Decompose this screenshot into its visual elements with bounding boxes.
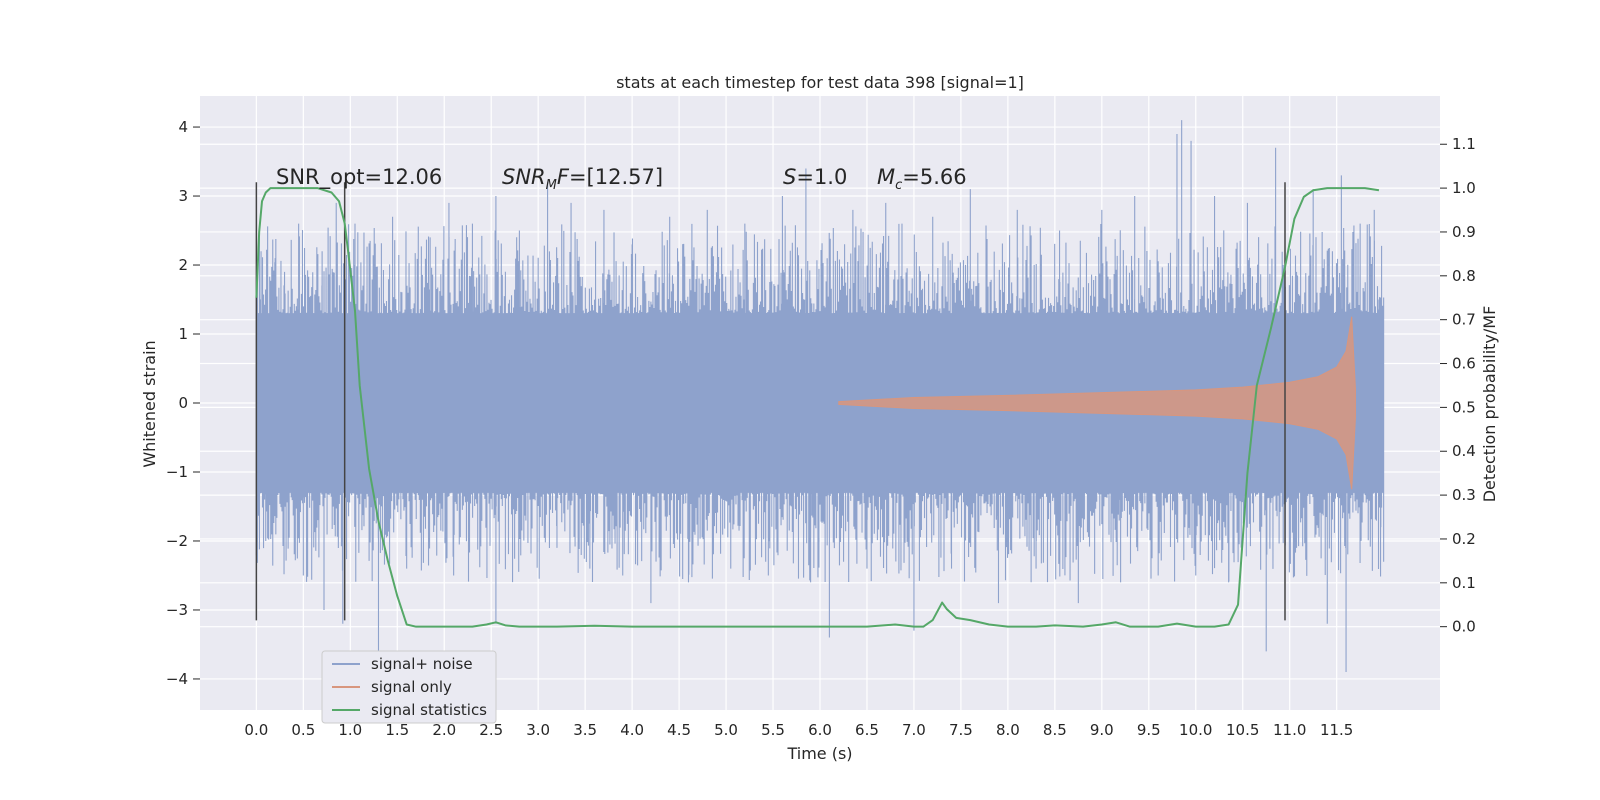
signal-envelope [838,316,1356,490]
vertical-markers [255,182,1286,621]
y-tick-label: −1 [166,463,188,481]
series-signal-statistics [255,187,1380,628]
y-right-axis-label: Detection probability/MF [1480,306,1499,503]
x-tick-label: 2.5 [479,721,503,739]
x-tick-label: 5.0 [714,721,738,739]
x-tick-label: 3.5 [573,721,597,739]
y-right-tick-label: 0.6 [1452,355,1476,373]
x-tick-label: 4.5 [667,721,691,739]
y-tick-label: −3 [166,601,188,619]
x-tick-label: 5.5 [761,721,785,739]
x-axis-label: Time (s) [786,744,852,763]
y-tick-label: −4 [166,670,188,688]
y-tick-label: 3 [178,187,188,205]
x-tick-label: 11.5 [1320,721,1353,739]
y-tick-label: 2 [178,256,188,274]
y-right-tick-label: 0.8 [1452,267,1476,285]
x-tick-label: 3.0 [526,721,550,739]
legend: signal+ noise signal only signal statist… [321,650,497,724]
legend-label-signal-noise: signal+ noise [371,655,473,673]
chart-title: stats at each timestep for test data 398… [616,73,1024,92]
y-right-tick-label: 0.1 [1452,574,1476,592]
x-tick-label: 9.5 [1137,721,1161,739]
annotations: SNR_opt=12.06 SNRMF=[12.57] S=1.0 Mc=5.6… [276,165,967,193]
legend-label-signal-statistics: signal statistics [371,701,487,719]
legend-box [321,650,497,724]
x-tick-label: 0.0 [244,721,268,739]
x-tick-label: 10.5 [1226,721,1259,739]
y-right-tick-label: 0.2 [1452,530,1476,548]
x-tick-label: 6.0 [808,721,832,739]
annotation-mc: Mc=5.66 [877,165,967,193]
x-tick-label: 8.5 [1043,721,1067,739]
y-right-tick-label: 0.9 [1452,223,1476,241]
series-signal-only [838,316,1356,490]
y-right-tick-label: 0.7 [1452,311,1476,329]
x-tick-label: 2.0 [432,721,456,739]
y-right-tick-label: 0.0 [1452,618,1476,636]
x-tick-label: 0.5 [291,721,315,739]
annotation-s: S=1.0 [783,165,847,189]
x-tick-label: 4.0 [620,721,644,739]
statistics-line [255,187,1380,628]
y-right-tick-label: 1.1 [1452,135,1476,153]
y-tick-label: 4 [178,118,188,136]
x-tick-label: 6.5 [855,721,879,739]
x-tick-label: 7.0 [902,721,926,739]
legend-label-signal-only: signal only [371,678,452,696]
x-tick-label: 8.0 [996,721,1020,739]
y-axis-label: Whitened strain [140,340,159,467]
y-right-tick-label: 0.5 [1452,398,1476,416]
x-tick-label: 9.0 [1090,721,1114,739]
y-right-axis-ticks: 1.1 1.0 0.9 0.8 0.7 0.6 0.5 0.4 0.3 0.2 0.1 0.0 [1440,135,1476,636]
y-right-tick-label: 1.0 [1452,179,1476,197]
x-tick-label: 11.0 [1273,721,1306,739]
x-tick-label: 1.5 [385,721,409,739]
y-right-tick-label: 0.4 [1452,442,1476,460]
y-axis-ticks: 4 3 2 1 0 −1 −2 −3 −4 [166,118,200,688]
y-right-tick-label: 0.3 [1452,486,1476,504]
annotation-snr-opt: SNR_opt=12.06 [276,165,442,190]
x-tick-label: 1.0 [338,721,362,739]
y-tick-label: −2 [166,532,188,550]
y-tick-label: 0 [178,394,188,412]
x-axis-ticks: 0.0 0.5 1.0 1.5 2.0 2.5 3.0 3.5 4.0 4.5 5.0 5.5 6.0 6… [244,721,1353,739]
x-tick-label: 10.0 [1179,721,1212,739]
y-tick-label: 1 [178,325,188,343]
x-tick-label: 7.5 [949,721,973,739]
annotation-snr-mf: SNRMF=[12.57] [502,165,663,193]
